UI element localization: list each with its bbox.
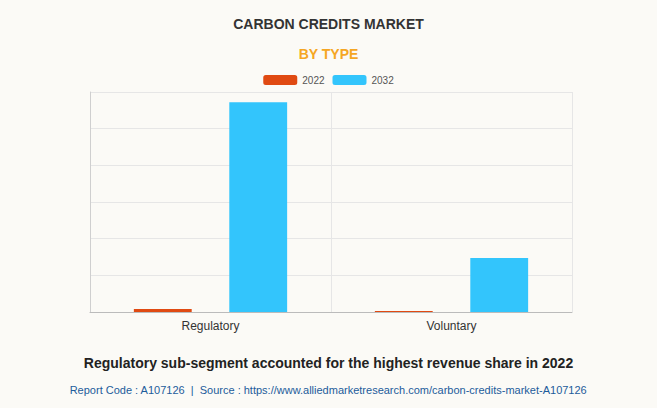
svg-text:2032: 2032 <box>372 75 395 86</box>
svg-text:Regulatory sub-segment account: Regulatory sub-segment accounted for the… <box>84 355 574 371</box>
svg-text:Report Code : A107126 | Sour: Report Code : A107126 | Source : https:/… <box>70 384 587 396</box>
svg-text:Regulatory: Regulatory <box>181 319 239 333</box>
svg-text:Voluntary: Voluntary <box>426 319 476 333</box>
svg-text:2022: 2022 <box>302 75 325 86</box>
svg-text:CARBON CREDITS MARKET: CARBON CREDITS MARKET <box>233 16 424 32</box>
svg-text:BY TYPE: BY TYPE <box>299 46 359 62</box>
